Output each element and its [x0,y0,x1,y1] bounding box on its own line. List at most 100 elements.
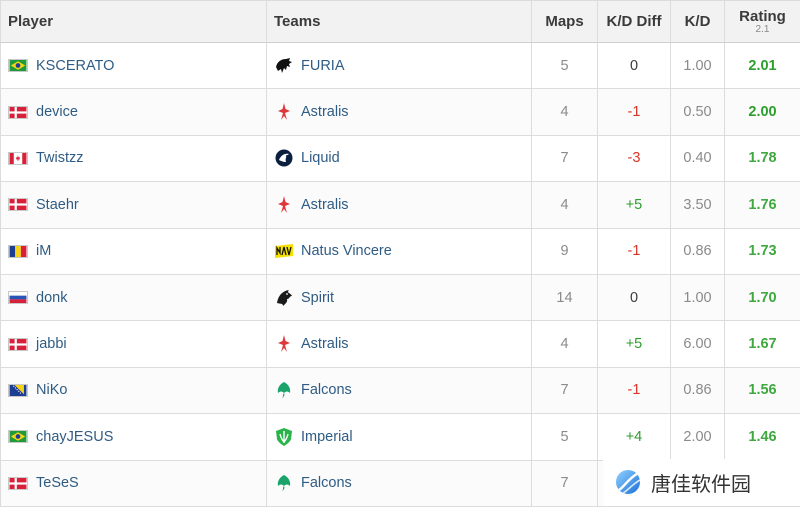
player-name-link[interactable]: TeSeS [36,475,79,491]
kd-column-header[interactable]: K/D [671,1,725,43]
maps-cell: 14 [532,274,598,320]
kd-cell: 0.86 [671,228,725,274]
player-name-link[interactable]: donk [36,290,67,306]
player-name-link[interactable]: NiKo [36,382,67,398]
spirit-logo-icon [274,288,294,308]
maps-cell: 4 [532,89,598,135]
rating-cell: 2.01 [725,43,800,89]
brazil-flag-icon [8,59,28,72]
denmark-flag-icon [8,106,28,119]
rating-cell: 1.46 [725,414,800,460]
team-name-link[interactable]: Astralis [301,336,349,352]
kd-diff-cell: +4 [598,414,671,460]
kd-cell: 0.86 [671,367,725,413]
player-cell: NiKo [1,367,267,413]
brazil-flag-icon [8,430,28,443]
player-cell: Twistzz [1,135,267,181]
player-name-link[interactable]: Staehr [36,197,79,213]
rating-cell: 1.67 [725,321,800,367]
player-cell: donk [1,274,267,320]
player-cell: iM [1,228,267,274]
watermark-logo-icon [613,468,643,498]
player-cell: device [1,89,267,135]
bosnia-flag-icon [8,384,28,397]
team-cell: Astralis [267,89,532,135]
watermark: 唐佳软件园 [603,459,800,506]
maps-cell: 9 [532,228,598,274]
falcons-logo-icon [274,473,294,493]
team-cell: Natus Vincere [267,228,532,274]
team-name-link[interactable]: Astralis [301,104,349,120]
kd-cell: 0.40 [671,135,725,181]
player-column-header[interactable]: Player [1,1,267,43]
player-name-link[interactable]: jabbi [36,336,67,352]
imperial-logo-icon [274,427,294,447]
denmark-flag-icon [8,338,28,351]
navi-logo-icon [274,241,294,261]
rating-cell: 1.76 [725,182,800,228]
team-cell: Falcons [267,460,532,506]
table-header-row: Player Teams Maps K/D Diff K/D Rating 2.… [1,1,800,43]
player-cell: TeSeS [1,460,267,506]
canada-flag-icon [8,152,28,165]
team-name-link[interactable]: Imperial [301,429,353,445]
watermark-text: 唐佳软件园 [651,468,751,497]
maps-cell: 7 [532,135,598,181]
player-name-link[interactable]: chayJESUS [36,429,113,445]
rating-cell: 2.00 [725,89,800,135]
team-name-link[interactable]: Falcons [301,382,352,398]
russia-flag-icon [8,291,28,304]
maps-cell: 4 [532,182,598,228]
kd-diff-cell: -3 [598,135,671,181]
rating-cell: 1.73 [725,228,800,274]
astralis-logo-icon [274,334,294,354]
maps-cell: 4 [532,321,598,367]
kd-cell: 2.00 [671,414,725,460]
maps-cell: 5 [532,43,598,89]
liquid-logo-icon [274,148,294,168]
team-name-link[interactable]: Spirit [301,290,334,306]
kd-diff-cell: -1 [598,89,671,135]
kd-diff-cell: +5 [598,182,671,228]
maps-cell: 7 [532,367,598,413]
player-cell: chayJESUS [1,414,267,460]
kd-cell: 3.50 [671,182,725,228]
player-name-link[interactable]: KSCERATO [36,58,114,74]
kd-diff-cell: +5 [598,321,671,367]
player-name-link[interactable]: Twistzz [36,150,84,166]
teams-column-header[interactable]: Teams [267,1,532,43]
furia-logo-icon [274,56,294,76]
rating-cell: 1.70 [725,274,800,320]
team-name-link[interactable]: Natus Vincere [301,243,392,259]
rating-column-header[interactable]: Rating 2.1 [725,1,800,43]
team-name-link[interactable]: Falcons [301,475,352,491]
player-name-link[interactable]: device [36,104,78,120]
team-cell: Imperial [267,414,532,460]
team-cell: Falcons [267,367,532,413]
maps-cell: 7 [532,460,598,506]
astralis-logo-icon [274,102,294,122]
team-name-link[interactable]: Liquid [301,150,340,166]
team-name-link[interactable]: FURIA [301,58,345,74]
maps-cell: 5 [532,414,598,460]
denmark-flag-icon [8,198,28,211]
kd-diff-column-header[interactable]: K/D Diff [598,1,671,43]
team-cell: FURIA [267,43,532,89]
kd-cell: 1.00 [671,274,725,320]
kd-cell: 6.00 [671,321,725,367]
team-cell: Spirit [267,274,532,320]
player-name-link[interactable]: iM [36,243,51,259]
astralis-logo-icon [274,195,294,215]
team-name-link[interactable]: Astralis [301,197,349,213]
maps-column-header[interactable]: Maps [532,1,598,43]
kd-diff-cell: -1 [598,367,671,413]
